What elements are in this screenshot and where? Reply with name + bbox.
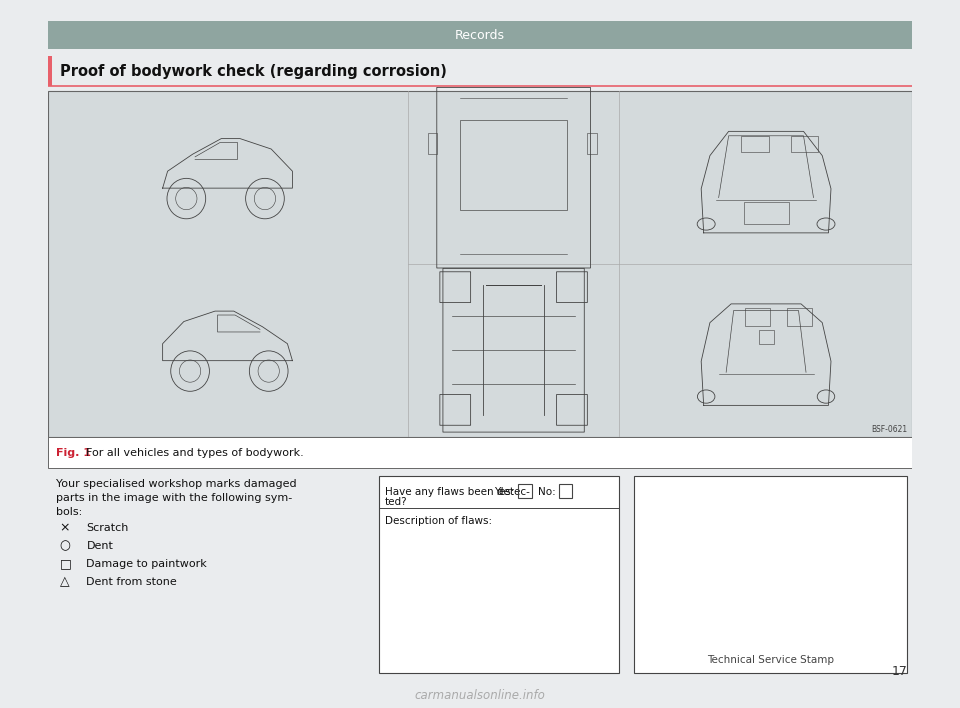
- Text: For all vehicles and types of bodywork.: For all vehicles and types of bodywork.: [86, 447, 304, 457]
- Text: bols:: bols:: [56, 507, 82, 517]
- Bar: [787, 308, 812, 326]
- Bar: [634, 476, 907, 673]
- Text: Dent: Dent: [86, 541, 113, 551]
- Text: ×: ×: [60, 521, 70, 535]
- Bar: [379, 476, 619, 673]
- Bar: [48, 57, 52, 86]
- Bar: [741, 136, 769, 152]
- Bar: [48, 438, 912, 467]
- Text: ○: ○: [60, 539, 70, 552]
- Text: Dent from stone: Dent from stone: [86, 577, 178, 587]
- Text: Proof of bodywork check (regarding corrosion): Proof of bodywork check (regarding corro…: [60, 64, 446, 79]
- Text: Yes:: Yes:: [494, 486, 515, 496]
- Text: Technical Service Stamp: Technical Service Stamp: [707, 655, 834, 665]
- Bar: [745, 308, 770, 326]
- Text: □: □: [60, 557, 71, 571]
- Bar: [744, 202, 788, 224]
- Text: Records: Records: [455, 29, 505, 42]
- Text: No:: No:: [538, 486, 555, 496]
- Bar: [559, 484, 572, 498]
- Bar: [460, 120, 567, 210]
- Text: carmanualsonline.info: carmanualsonline.info: [415, 690, 545, 702]
- Text: △: △: [60, 576, 69, 588]
- Text: Scratch: Scratch: [86, 523, 129, 532]
- Text: ted?: ted?: [385, 497, 408, 507]
- Bar: [427, 132, 437, 154]
- Bar: [518, 484, 532, 498]
- Text: Have any flaws been detec-: Have any flaws been detec-: [385, 486, 530, 496]
- Bar: [588, 132, 596, 154]
- Text: parts in the image with the following sym-: parts in the image with the following sy…: [56, 493, 292, 503]
- Text: Description of flaws:: Description of flaws:: [385, 515, 492, 526]
- Text: Damage to paintwork: Damage to paintwork: [86, 559, 207, 569]
- Text: Your specialised workshop marks damaged: Your specialised workshop marks damaged: [56, 479, 297, 489]
- Text: Fig. 1: Fig. 1: [56, 447, 90, 457]
- Bar: [791, 136, 819, 152]
- Bar: [48, 21, 912, 50]
- Text: 17: 17: [891, 666, 907, 678]
- Text: BSF-0621: BSF-0621: [871, 426, 907, 435]
- Bar: [48, 91, 912, 438]
- Bar: [758, 331, 774, 343]
